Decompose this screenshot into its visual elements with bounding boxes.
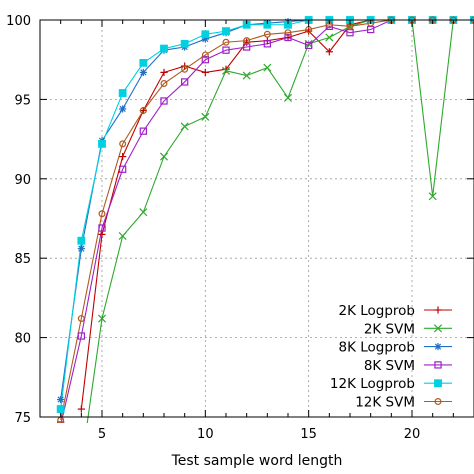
data-point-12k-logprob [77,236,86,245]
data-point-12k-svm [160,80,168,87]
legend-marker [434,343,442,351]
x-tick-label: 5 [98,427,106,442]
data-point-12k-logprob [98,139,106,148]
data-point-12k-logprob [139,58,148,67]
data-point-12k-svm [284,29,292,37]
data-point-2k-svm [118,231,127,240]
legend-label: 8K SVM [364,358,415,374]
data-point-2k-svm [263,63,272,72]
axis-ticks [39,19,474,418]
data-point-8k-svm [181,78,189,86]
data-point-8k-svm [305,41,313,50]
y-tick-label: 85 [14,252,31,267]
data-point-8k-svm [77,332,85,340]
y-tick-label: 75 [14,411,31,426]
data-point-8k-svm [139,127,147,135]
data-point-2k-svm [97,314,107,323]
legend-label: 8K Logprob [339,340,416,356]
data-point-12k-svm [243,37,251,45]
legend-entry-8k-svm: 8K SVM [364,358,452,374]
legend-label: 2K Logprob [339,303,416,319]
data-point-2k-logprob [98,230,106,238]
data-point-8k-logprob [119,105,127,113]
legend-marker [434,398,442,405]
data-point-12k-logprob [160,44,168,53]
data-point-8k-svm [201,56,209,64]
data-point-12k-logprob [180,39,189,48]
data-point-12k-logprob [56,405,65,413]
data-point-2k-svm [325,33,334,42]
data-point-2k-logprob [77,405,85,413]
series-line-2k-svm [86,19,474,423]
data-point-2k-logprob [160,68,168,77]
plot-frame [39,19,474,418]
legend-marker [434,361,442,369]
y-tick-label: 95 [14,93,31,108]
x-tick-label: 10 [197,427,214,442]
legend-label: 12K Logprob [330,376,415,392]
data-point-8k-svm [284,33,292,42]
y-tick-label: 100 [6,14,31,29]
legend-entry-8k-logprob: 8K Logprob [339,340,452,356]
data-point-2k-svm [180,122,189,131]
legend-entry-12k-svm: 12K SVM [355,395,452,411]
data-point-12k-svm [222,38,230,46]
data-point-2k-svm [201,112,210,121]
data-point-12k-svm [77,315,85,323]
data-point-2k-svm [159,152,169,161]
data-point-8k-svm [222,46,230,54]
data-point-2k-svm [304,39,313,48]
data-point-8k-logprob [77,245,85,253]
data-point-2k-svm [139,208,148,217]
data-point-8k-logprob [57,395,65,404]
y-tick-label: 90 [14,173,31,188]
data-point-2k-logprob [201,68,209,77]
data-point-8k-svm [98,224,106,232]
legend-entry-12k-logprob: 12K Logprob [330,376,452,392]
data-point-2k-svm [428,192,437,201]
data-point-12k-svm [139,107,147,114]
tick-labels: 5 10 15 20 75 80 85 90 95 100 [6,14,420,442]
legend-marker [434,379,442,388]
data-point-12k-svm [263,30,271,38]
data-point-12k-svm [201,51,209,59]
data-point-8k-logprob [139,68,147,77]
data-point-2k-logprob [325,48,333,56]
legend-entry-2k-svm: 2K SVM [364,321,452,337]
legend-entry-2k-logprob: 2K Logprob [339,303,452,319]
legend: 2K Logprob 2K SVM 8K Logprob 8K SVM 12K Logp… [330,303,452,411]
data-point-8k-svm [57,421,65,423]
data-point-8k-svm [119,165,127,173]
data-point-12k-logprob [118,89,127,97]
data-point-12k-logprob [222,27,230,36]
data-point-2k-svm [283,93,293,102]
data-point-8k-svm [263,40,271,48]
x-axis-label: Test sample word length [171,453,343,469]
data-point-12k-logprob [201,30,210,39]
legend-label: 2K SVM [364,321,415,337]
x-tick-label: 15 [300,427,317,442]
legend-marker [433,324,443,333]
x-tick-label: 20 [404,427,421,442]
data-point-12k-svm [98,210,106,218]
legend-label: 12K SVM [355,395,415,411]
data-point-8k-svm [160,97,168,105]
data-point-2k-logprob [119,152,127,161]
data-point-12k-svm [119,140,127,148]
y-tick-label: 80 [14,332,31,347]
legend-marker [434,306,442,314]
data-point-2k-svm [221,66,231,75]
data-point-2k-svm [242,71,251,80]
data-point-12k-svm [181,65,189,73]
